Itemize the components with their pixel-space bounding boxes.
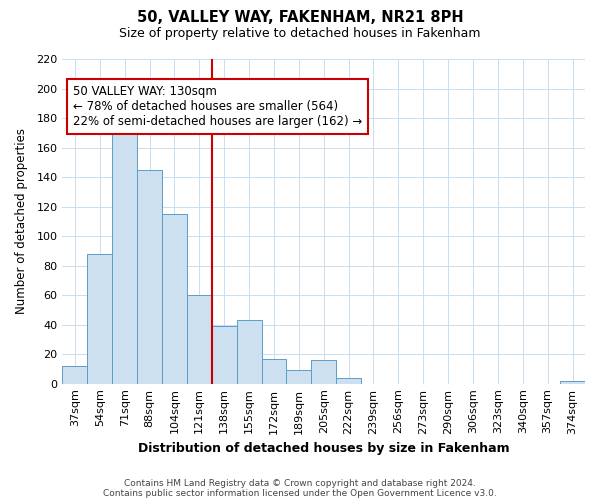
Bar: [187, 295, 212, 384]
Bar: [311, 360, 336, 384]
Bar: [162, 214, 187, 384]
Text: Size of property relative to detached houses in Fakenham: Size of property relative to detached ho…: [119, 28, 481, 40]
Text: Contains HM Land Registry data © Crown copyright and database right 2024.: Contains HM Land Registry data © Crown c…: [124, 478, 476, 488]
Bar: [336, 378, 361, 384]
Bar: [212, 326, 236, 384]
Text: 50 VALLEY WAY: 130sqm
← 78% of detached houses are smaller (564)
22% of semi-det: 50 VALLEY WAY: 130sqm ← 78% of detached …: [73, 85, 362, 128]
Y-axis label: Number of detached properties: Number of detached properties: [15, 128, 28, 314]
Bar: [286, 370, 311, 384]
Bar: [236, 320, 262, 384]
Bar: [62, 366, 88, 384]
Bar: [560, 380, 585, 384]
Bar: [88, 254, 112, 384]
Bar: [112, 120, 137, 384]
Bar: [137, 170, 162, 384]
Text: Contains public sector information licensed under the Open Government Licence v3: Contains public sector information licen…: [103, 488, 497, 498]
Bar: [262, 358, 286, 384]
X-axis label: Distribution of detached houses by size in Fakenham: Distribution of detached houses by size …: [138, 442, 509, 455]
Text: 50, VALLEY WAY, FAKENHAM, NR21 8PH: 50, VALLEY WAY, FAKENHAM, NR21 8PH: [137, 10, 463, 25]
